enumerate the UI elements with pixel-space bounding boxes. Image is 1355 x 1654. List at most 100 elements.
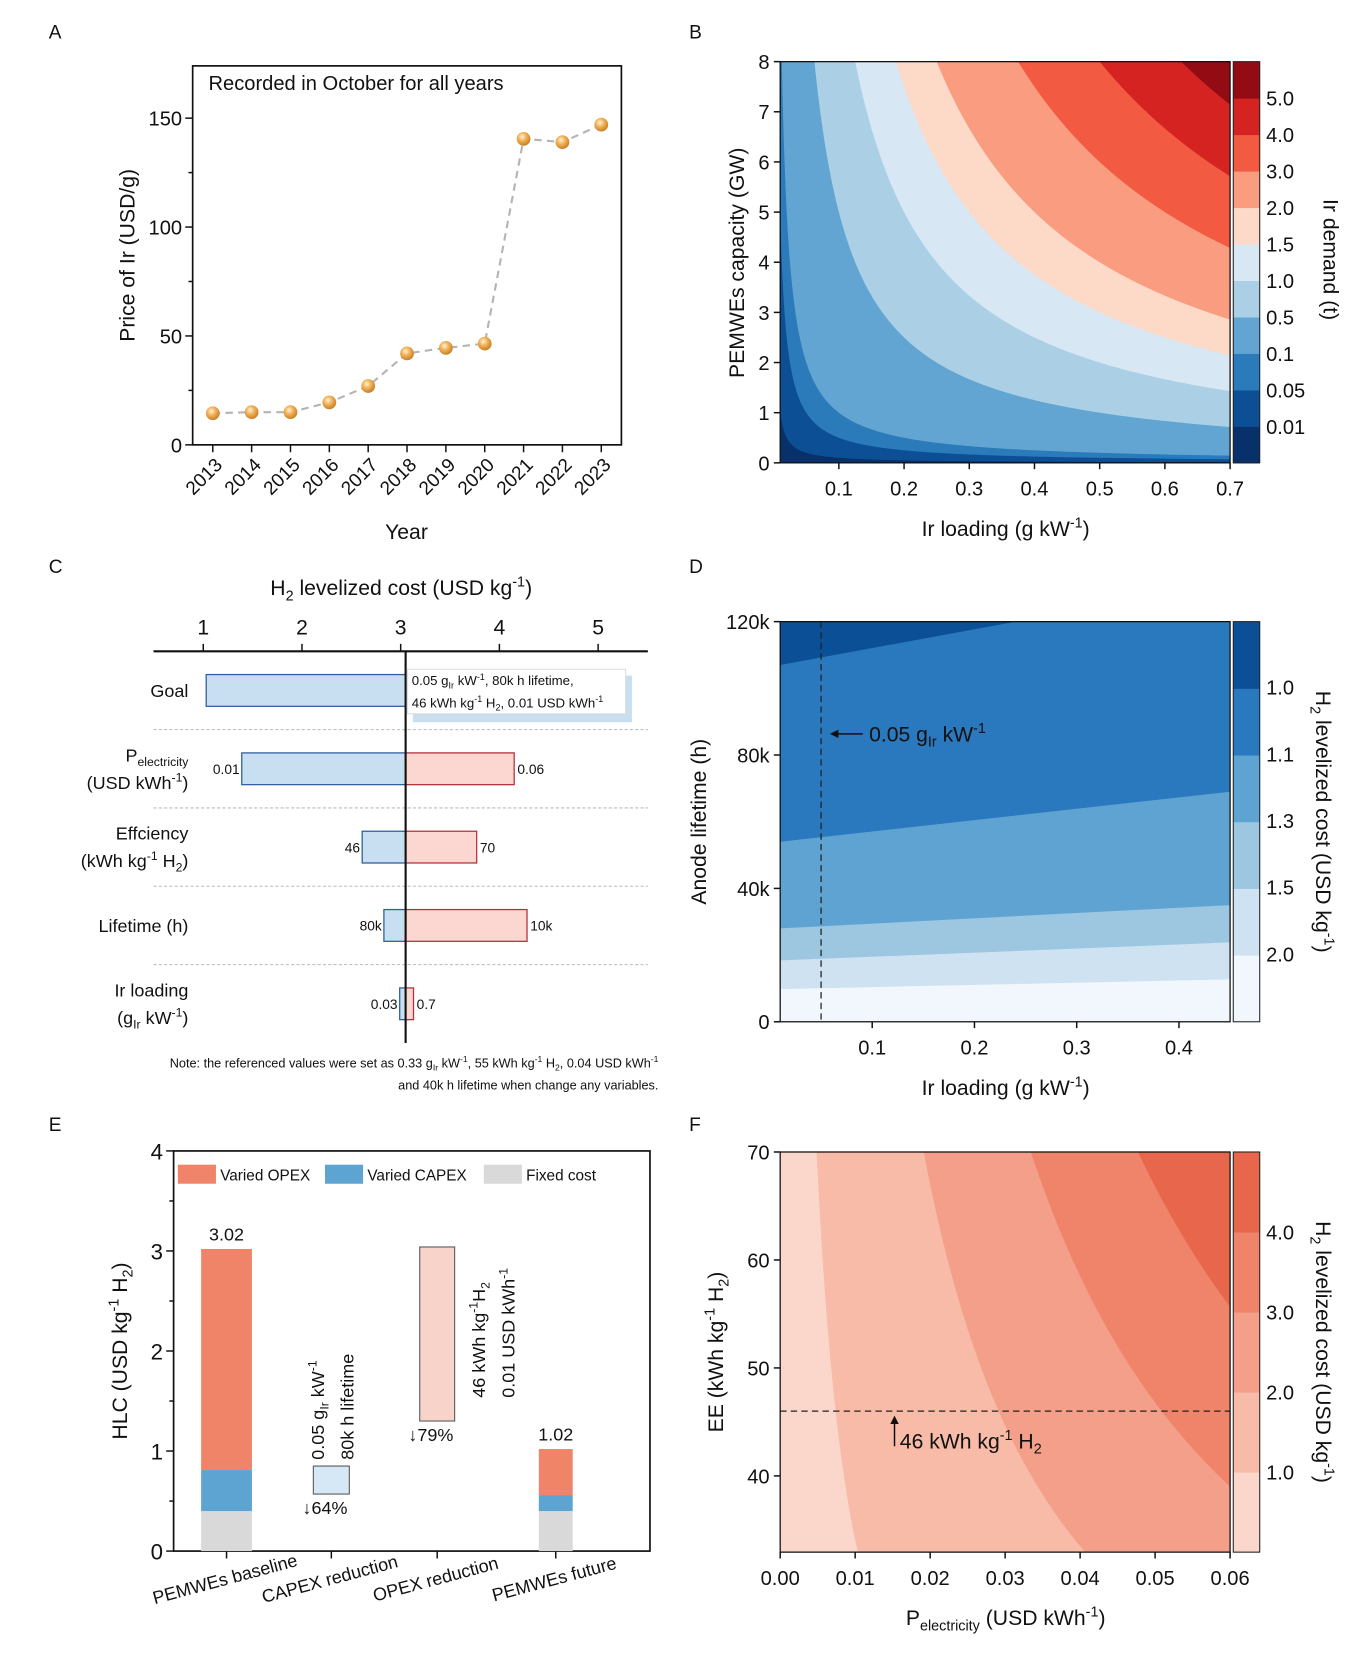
x-tick-label: 0.01 bbox=[836, 1568, 875, 1590]
colorbar-band bbox=[1233, 821, 1260, 889]
reduction-box bbox=[312, 1465, 350, 1495]
y-tick-label: 0 bbox=[171, 435, 182, 457]
goal-note-text: 46 kWh kg-1 H2, 0.01 USD kWh-1 bbox=[412, 694, 603, 713]
colorbar-band bbox=[1233, 1232, 1260, 1313]
panel-b-ir-demand-contour: 0.1 0.2 0.3 0.4 0.5 0.6 0.7 0 1 2 3 4 5 6 7 8 0.01 0.05 0.… bbox=[726, 52, 1341, 541]
x-tick-label: 0.00 bbox=[761, 1568, 800, 1590]
footnote-text: and 40k h lifetime when change any varia… bbox=[398, 1079, 658, 1093]
footnote-text: Note: the referenced values were set as … bbox=[170, 1054, 659, 1072]
y-tick-label: 1 bbox=[151, 1440, 163, 1465]
high-bar bbox=[404, 830, 478, 864]
y-tick-label: 3 bbox=[151, 1239, 163, 1264]
x-tick-label: 0.6 bbox=[1151, 479, 1179, 501]
annotation-label: 46 kWh kg-1 H2 bbox=[900, 1428, 1042, 1458]
colorbar-tick-label: 2.0 bbox=[1266, 1382, 1294, 1404]
x-tick-label: 2 bbox=[296, 616, 308, 639]
series-line bbox=[212, 123, 602, 415]
colorbar-tick-label: 5.0 bbox=[1266, 89, 1294, 111]
reduction-percent-label: ↓64% bbox=[302, 1498, 347, 1518]
contour-band bbox=[780, 621, 1231, 842]
low-bar bbox=[383, 908, 407, 942]
rotated-note-text: 80k h lifetime bbox=[338, 1354, 358, 1460]
x-tick-label: 0.2 bbox=[960, 1038, 988, 1060]
x-tick-label: 2023 bbox=[571, 455, 616, 500]
panel-f-electricity-contour: 46 kWh kg-1 H2 0.00 0.01 0.02 0.03 0.04 0.05 0.… bbox=[703, 1142, 1337, 1634]
data-point bbox=[361, 379, 376, 393]
low-value-label: 80k bbox=[360, 919, 382, 934]
x-tick-label: 2017 bbox=[337, 455, 382, 500]
contour-fill bbox=[780, 1151, 1231, 1553]
high-value-label: 70 bbox=[480, 840, 496, 855]
colorbar-tick-label: 2.0 bbox=[1266, 944, 1294, 966]
x-tick-label: 2013 bbox=[182, 455, 227, 500]
row-label: (gIr kW-1) bbox=[117, 1006, 188, 1032]
stacked-bar-segment bbox=[538, 1449, 573, 1496]
panel-letters: A B C D E F bbox=[49, 22, 703, 1135]
stacked-bar-segment bbox=[538, 1511, 573, 1552]
x-axis-title: H2 levelized cost (USD kg-1) bbox=[270, 575, 532, 605]
high-value-label: 0.7 bbox=[417, 997, 436, 1012]
data-point bbox=[283, 405, 298, 420]
x-tick-label: 0.02 bbox=[911, 1568, 950, 1590]
y-axis-label: PEMWEs capacity (GW) bbox=[726, 148, 749, 378]
colorbar-band bbox=[1233, 61, 1260, 99]
y-axis-label: HLC (USD kg-1 H2) bbox=[107, 1262, 137, 1439]
contour-band bbox=[1030, 1151, 1231, 1487]
stacked-bar-segment bbox=[201, 1511, 252, 1552]
colorbar-tick-label: 1.5 bbox=[1266, 878, 1294, 900]
y-axis-label: Price of Ir (USD/g) bbox=[116, 169, 139, 342]
y-tick-label: 60 bbox=[747, 1250, 769, 1272]
y-tick-label: 0 bbox=[758, 1012, 769, 1034]
x-tick-label: 0.1 bbox=[825, 479, 853, 501]
rotated-note-text: 0.05 gIr kW-1 bbox=[306, 1360, 332, 1460]
row-label: (USD kWh-1) bbox=[87, 771, 189, 793]
stacked-bar-segment bbox=[201, 1470, 252, 1512]
high-bar bbox=[404, 752, 515, 786]
panel-letter-f: F bbox=[689, 1115, 701, 1136]
colorbar-band bbox=[1233, 888, 1260, 956]
colorbar-frame bbox=[1232, 61, 1261, 464]
low-bar bbox=[361, 830, 407, 864]
colorbar-tick-label: 0.5 bbox=[1266, 307, 1294, 329]
plot-frame bbox=[779, 620, 1231, 1023]
bar-total-label: 3.02 bbox=[209, 1224, 244, 1244]
x-tick-label: 2020 bbox=[454, 455, 499, 500]
panel-letter-a: A bbox=[49, 22, 62, 43]
row-label: Lifetime (h) bbox=[98, 916, 188, 936]
panel-d-lifetime-contour: 0.05 gIr kW-1 0.1 0.2 0.3 0.4 0 40k 80k 120k 2.0 1… bbox=[688, 612, 1336, 1100]
contour-band bbox=[780, 61, 1231, 248]
y-axis-label: EE (kWh kg-1 H2) bbox=[703, 1272, 733, 1433]
colorbar-band bbox=[1233, 280, 1260, 318]
stacked-bar-segment bbox=[538, 1495, 573, 1512]
data-point bbox=[322, 395, 337, 410]
colorbar-band bbox=[1233, 955, 1260, 1023]
panel-letter-d: D bbox=[689, 557, 703, 578]
x-axis-label: Year bbox=[385, 521, 428, 544]
row-label: Pelectricity bbox=[126, 745, 190, 768]
x-tick-label: 0.3 bbox=[955, 479, 983, 501]
data-point bbox=[516, 131, 531, 146]
x-axis-label: Ir loading (g kW-1) bbox=[922, 515, 1090, 540]
colorbar-tick-label: 1.0 bbox=[1266, 678, 1294, 700]
legend-label: Fixed cost bbox=[526, 1168, 597, 1185]
reduction-box bbox=[419, 1246, 456, 1422]
arrowhead-icon bbox=[829, 729, 839, 739]
x-axis-label: Ir loading (g kW-1) bbox=[922, 1074, 1090, 1099]
colorbar-tick-label: 1.1 bbox=[1266, 744, 1294, 766]
low-bar bbox=[241, 752, 407, 786]
y-tick-label: 3 bbox=[758, 303, 769, 325]
colorbar-tick-label: 4.0 bbox=[1266, 1222, 1294, 1244]
data-point bbox=[205, 406, 220, 421]
colorbar-band bbox=[1233, 426, 1260, 464]
colorbar-tick-label: 0.01 bbox=[1266, 417, 1305, 439]
y-tick-label: 4 bbox=[758, 253, 769, 275]
x-tick-label: 0.4 bbox=[1165, 1038, 1193, 1060]
data-point bbox=[400, 346, 414, 361]
x-tick-label: 2014 bbox=[221, 454, 266, 499]
colorbar-tick-label: 2.0 bbox=[1266, 198, 1294, 220]
x-tick-label: 2022 bbox=[532, 455, 577, 500]
stacked-bar-segment bbox=[201, 1248, 252, 1471]
x-tick-label: 3 bbox=[395, 616, 407, 639]
colorbar-band bbox=[1233, 1392, 1260, 1473]
y-tick-label: 0 bbox=[758, 453, 769, 475]
